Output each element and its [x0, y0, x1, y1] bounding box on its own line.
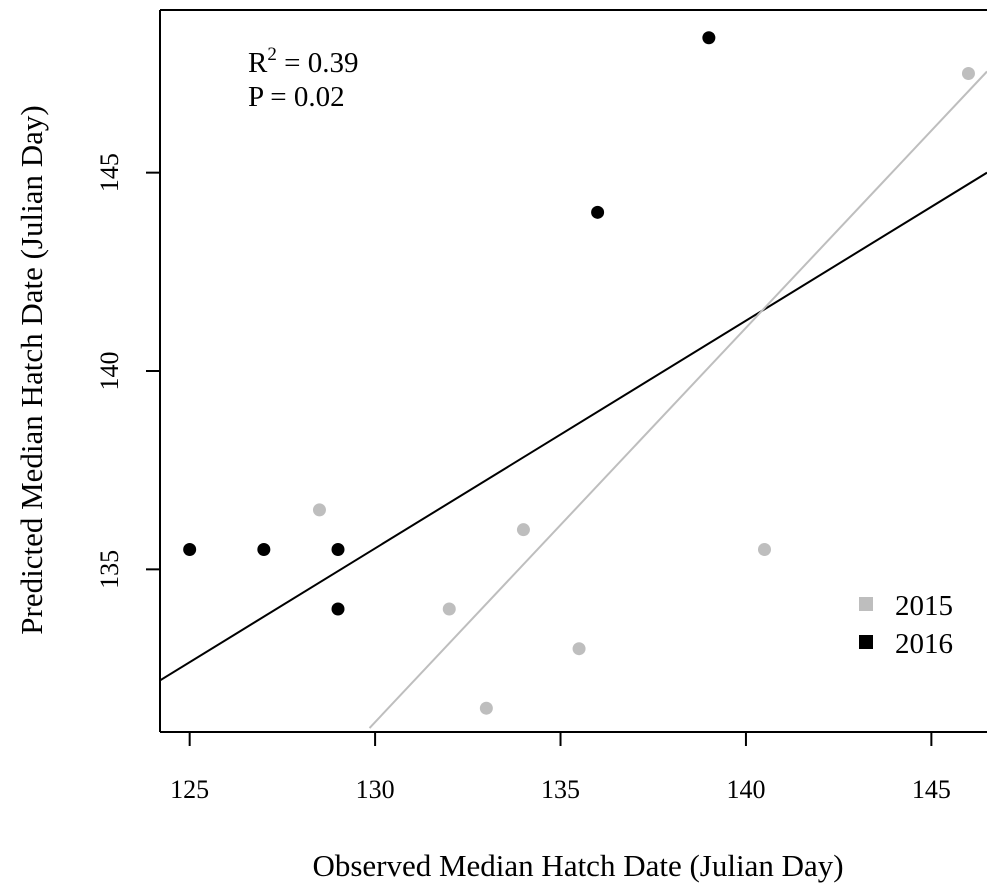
point-2016 [257, 543, 271, 557]
x-axis-title: Observed Median Hatch Date (Julian Day) [312, 848, 843, 883]
r-squared-prefix: R [248, 47, 268, 79]
y-axis: 135 140 145 [95, 153, 160, 589]
regression-line [160, 171, 987, 682]
point-2016 [183, 543, 197, 557]
legend-label-2016: 2016 [895, 628, 953, 660]
point-2015 [442, 602, 456, 616]
point-2015 [516, 523, 530, 537]
one-to-one-line [368, 70, 987, 729]
legend-marker-2015 [859, 597, 873, 611]
x-tick-label: 130 [356, 775, 395, 804]
data-points [183, 31, 975, 715]
point-2015 [961, 66, 975, 80]
r-squared-value: = 0.39 [277, 47, 359, 79]
x-axis: 125 130 135 140 145 [170, 732, 951, 804]
legend-marker-2016 [859, 635, 873, 649]
x-tick-label: 135 [541, 775, 580, 804]
p-value-annotation: P = 0.02 [248, 81, 345, 113]
point-2015 [312, 503, 326, 517]
point-2016 [702, 31, 716, 45]
point-2016 [331, 543, 345, 557]
r-squared-annotation: R2 = 0.39 [248, 44, 358, 79]
r-squared-exponent: 2 [267, 44, 277, 65]
point-2015 [757, 543, 771, 557]
y-tick-label: 140 [95, 352, 124, 391]
legend: 2015 2016 [859, 590, 953, 660]
x-tick-label: 145 [912, 775, 951, 804]
x-tick-label: 125 [170, 775, 209, 804]
point-2015 [479, 701, 493, 715]
x-tick-label: 140 [726, 775, 765, 804]
fit-lines [160, 70, 987, 729]
y-tick-label: 135 [95, 550, 124, 589]
legend-label-2015: 2015 [895, 590, 953, 622]
y-tick-label: 145 [95, 153, 124, 192]
y-axis-title: Predicted Median Hatch Date (Julian Day) [14, 105, 49, 634]
point-2016 [331, 602, 345, 616]
point-2016 [591, 205, 605, 219]
point-2015 [572, 642, 586, 656]
